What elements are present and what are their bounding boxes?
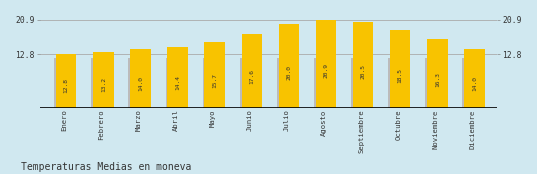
- Bar: [390, 30, 410, 108]
- Text: 16.3: 16.3: [435, 72, 440, 87]
- Bar: [314, 58, 327, 108]
- Bar: [130, 49, 151, 108]
- Bar: [462, 58, 475, 108]
- Bar: [277, 58, 290, 108]
- Bar: [465, 49, 485, 108]
- Bar: [242, 34, 262, 108]
- Text: 14.4: 14.4: [175, 75, 180, 90]
- Text: 15.7: 15.7: [212, 73, 217, 88]
- Bar: [240, 58, 253, 108]
- Bar: [54, 58, 67, 108]
- Bar: [128, 58, 141, 108]
- Text: 13.2: 13.2: [101, 77, 106, 92]
- Text: 12.8: 12.8: [64, 78, 69, 93]
- Bar: [93, 52, 113, 108]
- Bar: [279, 24, 299, 108]
- Bar: [91, 58, 104, 108]
- Text: 17.6: 17.6: [249, 69, 255, 84]
- Text: 14.0: 14.0: [472, 76, 477, 91]
- Bar: [425, 58, 438, 108]
- Bar: [168, 47, 188, 108]
- Bar: [205, 42, 225, 108]
- Bar: [316, 20, 336, 108]
- Text: 20.0: 20.0: [286, 65, 292, 80]
- Bar: [353, 22, 373, 108]
- Bar: [56, 54, 76, 108]
- Bar: [427, 39, 447, 108]
- Text: 18.5: 18.5: [398, 68, 403, 83]
- Bar: [202, 58, 216, 108]
- Bar: [165, 58, 178, 108]
- Bar: [351, 58, 364, 108]
- Text: 20.9: 20.9: [323, 64, 329, 78]
- Bar: [388, 58, 401, 108]
- Text: Temperaturas Medias en moneva: Temperaturas Medias en moneva: [21, 162, 192, 172]
- Text: 20.5: 20.5: [361, 64, 366, 79]
- Text: 14.0: 14.0: [138, 76, 143, 91]
